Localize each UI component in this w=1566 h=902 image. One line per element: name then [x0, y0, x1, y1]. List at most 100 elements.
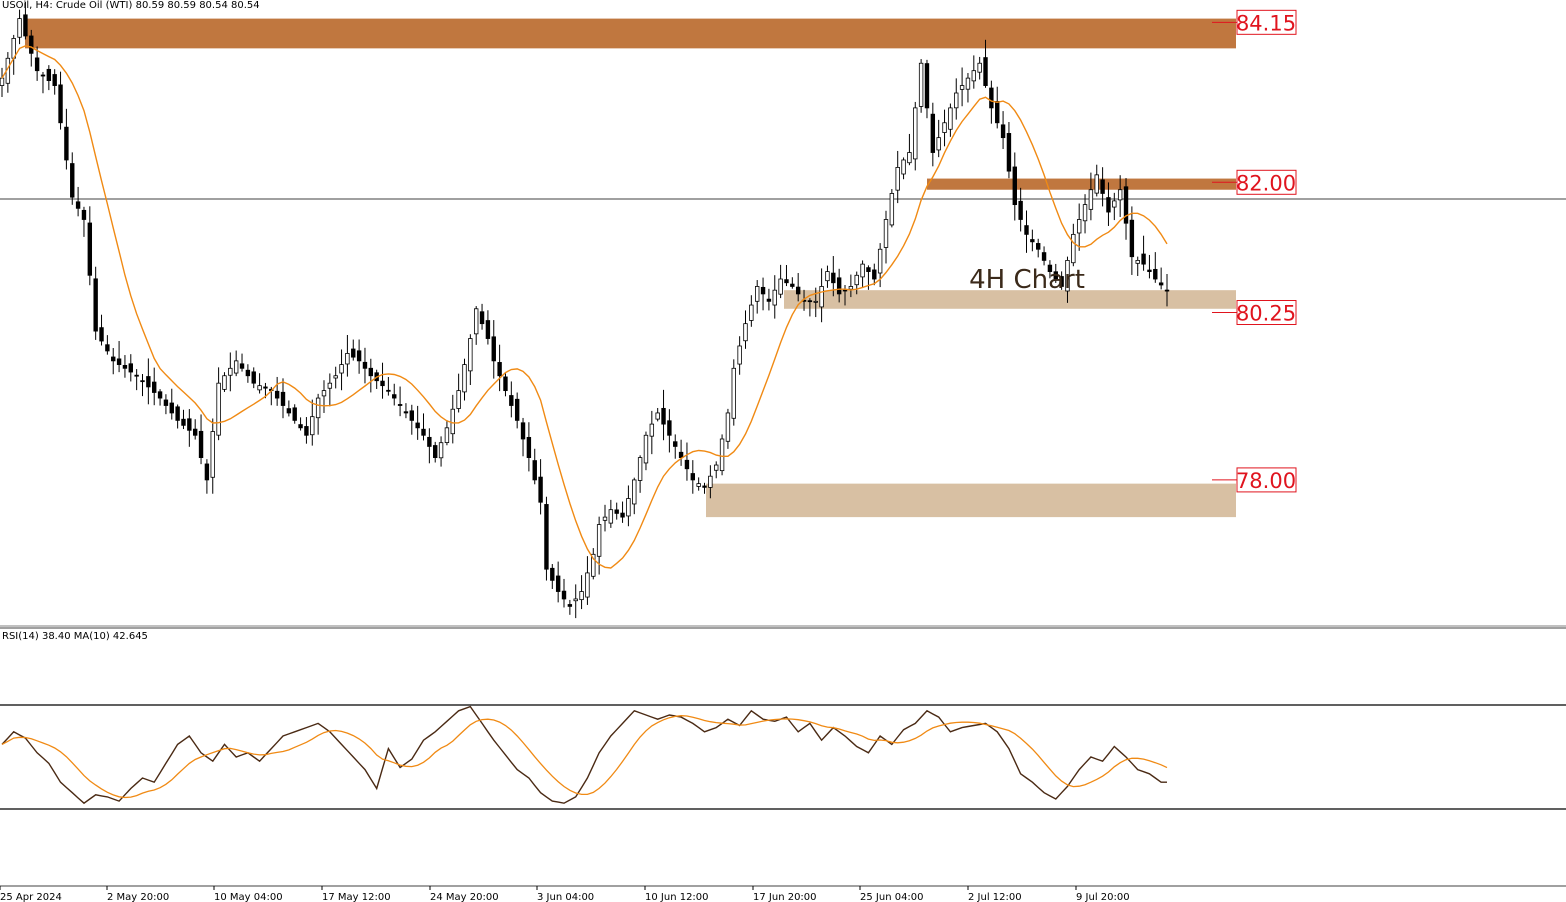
candle-body — [40, 74, 46, 77]
candle-body — [81, 209, 87, 220]
candle-body — [485, 320, 491, 339]
candle-body — [204, 463, 210, 481]
candle-body — [842, 289, 848, 292]
candle-body — [883, 219, 889, 248]
candle-body — [573, 598, 578, 602]
candle-body — [743, 323, 748, 342]
candle-body — [1047, 264, 1053, 272]
candle-body — [310, 416, 315, 436]
candle-body — [936, 137, 941, 151]
chart-header: USOil, H4: Crude Oil (WTI) 80.59 80.59 8… — [2, 0, 260, 11]
candle-body — [23, 14, 28, 37]
candle-body — [620, 512, 625, 518]
rsi-header: RSI(14) 38.40 MA(10) 42.645 — [2, 631, 148, 642]
candle-body — [924, 63, 930, 109]
candle-body — [298, 424, 303, 429]
candle-body — [169, 402, 174, 414]
candle-body — [585, 572, 590, 598]
candle-body — [1129, 219, 1135, 258]
candle-body — [526, 436, 532, 458]
candle-body — [146, 376, 151, 388]
candle-body — [807, 300, 813, 303]
moving-average-line — [1, 45, 1168, 569]
candle-body — [34, 57, 40, 72]
candle-body — [1041, 252, 1047, 261]
candle-body — [907, 152, 912, 164]
candle-body — [116, 358, 122, 365]
candle-body — [719, 438, 725, 472]
candle-body — [75, 201, 81, 209]
candle-body — [1117, 189, 1123, 201]
level-label: 82.00 — [1236, 171, 1296, 195]
candle-body — [1071, 233, 1076, 264]
candle-body — [239, 363, 245, 369]
candle-body — [860, 263, 865, 278]
candle-body — [175, 406, 180, 421]
candle-body — [901, 159, 906, 175]
candle-body — [1123, 186, 1129, 224]
candle-body — [1024, 225, 1029, 235]
x-tick-label: 10 May 04:00 — [214, 892, 283, 902]
candle-body — [673, 441, 678, 447]
candle-body — [737, 345, 742, 365]
x-tick-label: 17 May 12:00 — [322, 892, 391, 902]
candle-body — [1018, 200, 1023, 220]
candle-body — [152, 381, 157, 393]
level-label-box — [1236, 467, 1297, 493]
candle-body — [538, 476, 543, 503]
candle-body — [1088, 189, 1094, 210]
level-label: 78.00 — [1236, 469, 1296, 493]
candle-body — [438, 442, 444, 459]
zone-82.00 — [927, 178, 1236, 190]
x-tick-label: 9 Jul 20:00 — [1076, 892, 1130, 902]
candle-body — [1036, 243, 1041, 250]
candle-body — [690, 473, 696, 481]
candle-body — [245, 369, 251, 377]
candle-body — [614, 509, 619, 514]
candle-body — [315, 397, 321, 419]
candle-body — [643, 434, 649, 464]
candle-body — [233, 360, 239, 374]
candle-body — [192, 428, 198, 436]
candle-body — [263, 386, 268, 389]
candle-body — [1030, 239, 1035, 243]
candle-body — [661, 407, 666, 425]
candle-body — [70, 163, 75, 198]
candle-body — [930, 113, 936, 153]
candle-body — [286, 408, 292, 414]
price-zones — [25, 18, 1236, 518]
candle-body — [514, 398, 520, 421]
candle-body — [52, 74, 57, 86]
candle-body — [362, 361, 368, 369]
candle-body — [608, 509, 614, 524]
candle-body — [163, 399, 169, 406]
candle-body — [567, 604, 573, 607]
candle-body — [444, 427, 450, 443]
candle-body — [1065, 260, 1070, 292]
symbol-name: USOil — [2, 0, 30, 11]
candle-body — [790, 283, 795, 287]
candle-body — [503, 376, 508, 392]
candle-body — [649, 423, 655, 437]
candle-body — [971, 70, 977, 82]
x-tick-label: 2 May 20:00 — [107, 892, 169, 902]
candle-body — [836, 277, 842, 295]
candle-body — [1147, 269, 1152, 272]
candle-body — [462, 364, 467, 393]
candle-body — [725, 412, 731, 442]
candle-body — [473, 308, 479, 335]
candle-body — [1100, 179, 1105, 194]
price-level-labels: 84.15 82.00 80.25 78.00 — [1212, 9, 1297, 493]
candle-body — [778, 278, 783, 295]
candle-body — [321, 390, 327, 397]
candle-body — [479, 311, 485, 325]
candle-body — [684, 459, 690, 470]
candle-body — [965, 77, 971, 90]
candle-body — [187, 418, 192, 431]
candle-body — [591, 553, 596, 577]
candle-body — [1112, 200, 1117, 208]
x-tick-label: 17 Jun 20:00 — [753, 892, 817, 902]
candle-body — [1106, 197, 1111, 213]
candle-body — [760, 286, 766, 295]
candle-body — [99, 327, 104, 342]
